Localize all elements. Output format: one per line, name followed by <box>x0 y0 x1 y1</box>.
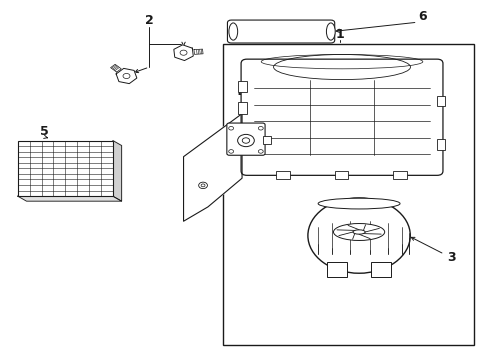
Bar <box>18 140 113 196</box>
Text: 2: 2 <box>145 14 154 27</box>
Bar <box>262 136 271 144</box>
FancyBboxPatch shape <box>227 20 334 43</box>
FancyBboxPatch shape <box>226 123 264 155</box>
Bar <box>392 171 406 179</box>
Polygon shape <box>183 114 242 221</box>
Bar <box>222 44 473 345</box>
Polygon shape <box>18 196 122 201</box>
Ellipse shape <box>242 138 249 143</box>
Bar <box>276 171 289 179</box>
Polygon shape <box>116 68 137 84</box>
Ellipse shape <box>326 23 334 40</box>
Ellipse shape <box>258 126 263 130</box>
Bar <box>238 138 246 149</box>
Ellipse shape <box>333 224 384 240</box>
Bar <box>334 171 347 179</box>
Ellipse shape <box>228 150 233 153</box>
Ellipse shape <box>228 126 233 130</box>
Text: 3: 3 <box>447 251 455 264</box>
Bar <box>436 96 444 107</box>
Text: 4: 4 <box>237 87 246 100</box>
Ellipse shape <box>237 134 254 147</box>
FancyBboxPatch shape <box>241 59 442 175</box>
Text: 1: 1 <box>334 28 343 41</box>
Ellipse shape <box>198 182 207 189</box>
Text: 5: 5 <box>40 125 49 138</box>
Polygon shape <box>113 140 122 201</box>
Bar <box>238 81 246 92</box>
Ellipse shape <box>201 184 204 187</box>
Ellipse shape <box>228 23 237 40</box>
Bar <box>436 139 444 149</box>
Ellipse shape <box>123 73 130 78</box>
Polygon shape <box>173 45 193 60</box>
Text: 6: 6 <box>417 10 426 23</box>
Ellipse shape <box>258 150 263 153</box>
Ellipse shape <box>318 198 399 209</box>
Ellipse shape <box>180 50 186 55</box>
Polygon shape <box>110 64 121 72</box>
Ellipse shape <box>352 230 365 234</box>
Bar <box>370 262 390 277</box>
Bar <box>327 262 346 277</box>
Ellipse shape <box>307 198 409 273</box>
Polygon shape <box>194 49 203 54</box>
Bar <box>238 102 246 114</box>
